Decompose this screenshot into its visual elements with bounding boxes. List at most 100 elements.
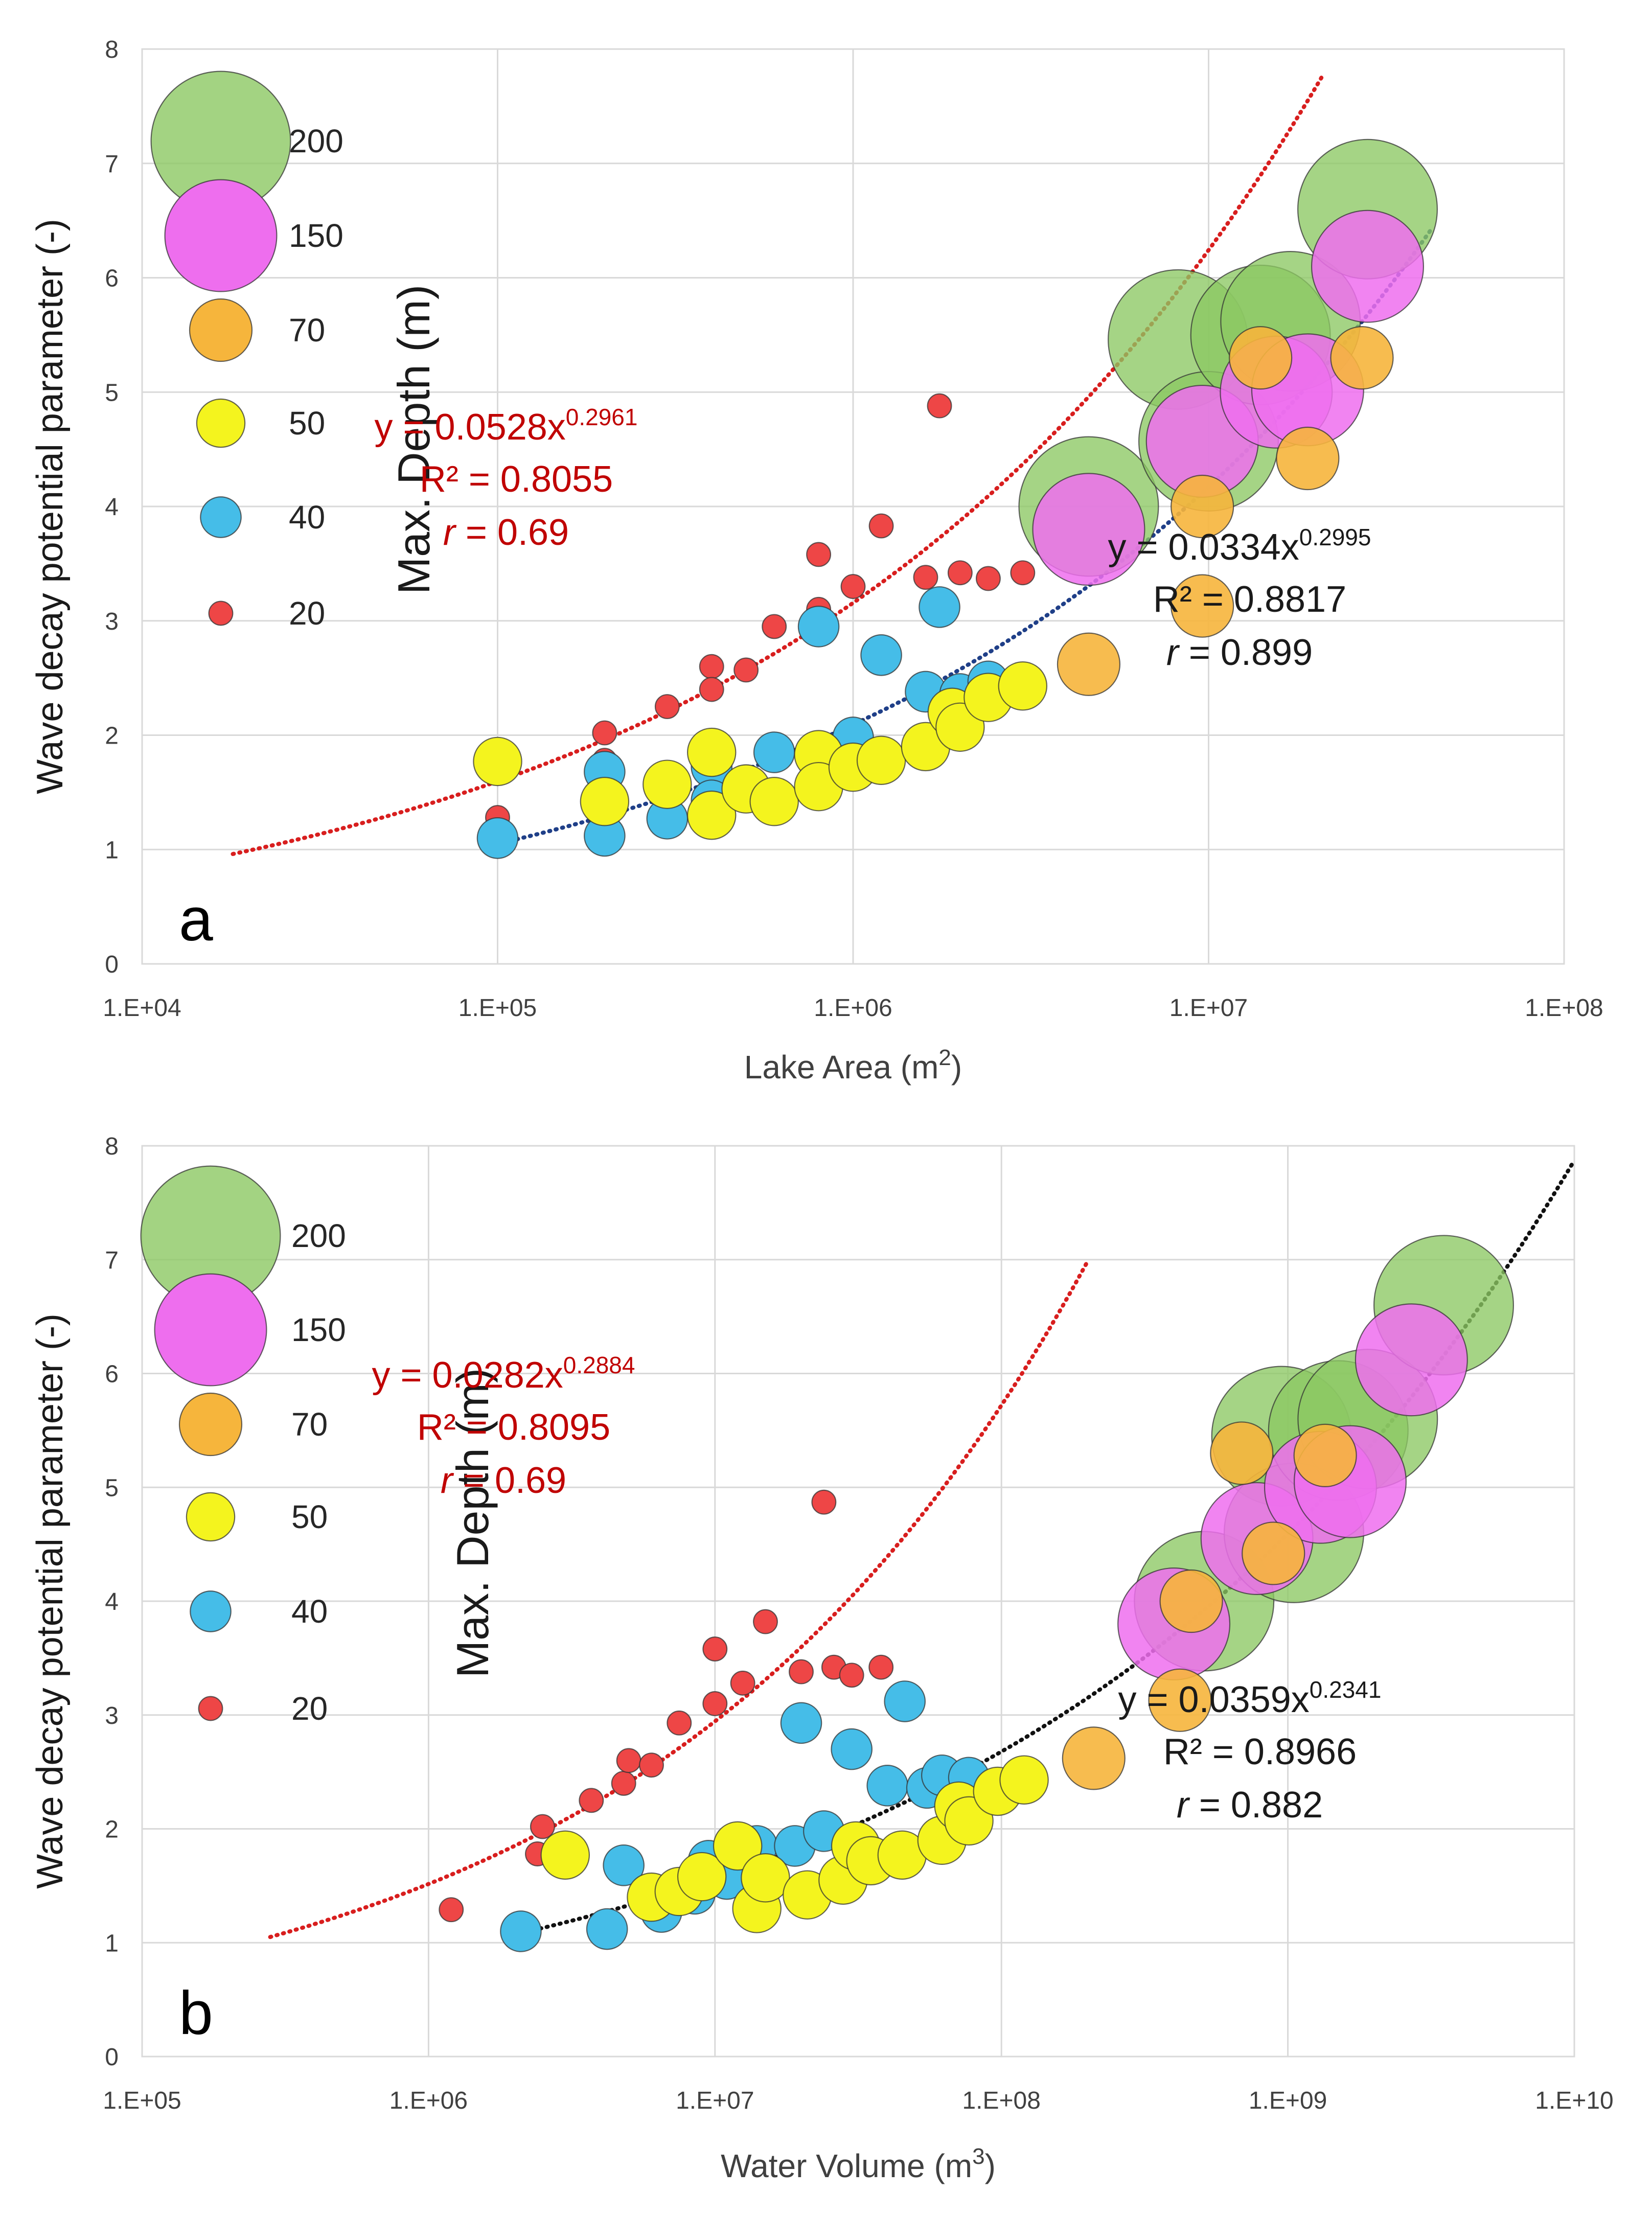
y-tick-label: 8: [105, 1133, 119, 1160]
equation: y = 0.0282x0.2884: [372, 1352, 635, 1396]
data-point-yellow-50-2: [643, 759, 692, 809]
data-point-yellow-50-6: [749, 777, 799, 826]
x-axis-label-superscript: 3: [972, 2144, 984, 2169]
x-tick-label: 1.E+06: [389, 2087, 468, 2114]
trendline-max-depth: [231, 73, 1325, 856]
data-point-orange-70-1: [1171, 574, 1234, 638]
legend-label-70: 70: [289, 312, 325, 349]
data-point-orange-70-3: [1210, 1421, 1274, 1485]
legend-label-40: 40: [289, 499, 325, 536]
max-depth-label: Max. Depth (m): [447, 1368, 498, 1678]
equation-exponent: 0.2341: [1310, 1676, 1382, 1703]
data-point-yellow-50-6: [741, 1853, 790, 1903]
data-point-yellow-50-3: [677, 1852, 727, 1902]
x-tick-label: 1.E+06: [814, 995, 892, 1022]
legend-label-200: 200: [291, 1217, 346, 1254]
data-point-orange-70-2: [1171, 474, 1234, 539]
legend-label-50: 50: [291, 1498, 328, 1535]
data-point-yellow-50-3: [686, 727, 737, 777]
data-point-red-20-9: [806, 542, 832, 567]
equation: y = 0.0334x0.2995: [1108, 524, 1371, 568]
y-tick-label: 6: [105, 265, 119, 292]
legend-label-40: 40: [291, 1593, 328, 1630]
data-point-red-20-16: [868, 1654, 894, 1680]
y-tick-label: 0: [105, 951, 119, 978]
equation-base: y = 0.0528x: [375, 407, 566, 448]
x-tick-label: 1.E+05: [103, 2087, 181, 2114]
data-point-red-20-10: [730, 1670, 755, 1696]
data-point-red-20-8: [702, 1691, 728, 1716]
data-point-blue-40-11: [860, 634, 902, 676]
data-point-red-20-13: [811, 1489, 837, 1515]
data-point-blue-40-0: [500, 1910, 542, 1952]
data-point-red-20-7: [667, 1710, 692, 1736]
panel-label: a: [179, 885, 213, 954]
y-tick-label: 2: [105, 1816, 119, 1843]
x-tick-label: 1.E+08: [1525, 995, 1603, 1022]
correlation: r = 0.882: [1177, 1785, 1323, 1826]
data-point-orange-70-5: [1330, 326, 1394, 390]
equation-exponent: 0.2884: [563, 1352, 635, 1378]
correlation-symbol: r: [441, 1460, 454, 1501]
legend-label-200: 200: [289, 123, 343, 159]
data-point-red-20-4: [611, 1770, 636, 1796]
trendline-equation-wave-decay: y = 0.0334x0.2995 R² = 0.8817 r = 0.899: [1108, 524, 1371, 673]
data-point-red-20-12: [789, 1659, 814, 1684]
legend-label-150: 150: [289, 217, 343, 254]
correlation-symbol: r: [1166, 632, 1180, 673]
data-point-blue-40-13: [884, 1680, 926, 1722]
data-point-red-20-11: [753, 1609, 778, 1634]
x-tick-label: 1.E+07: [676, 2087, 754, 2114]
data-point-red-20-13: [927, 393, 952, 419]
legend-label-50: 50: [289, 405, 325, 442]
equation-exponent: 0.2961: [566, 404, 638, 430]
equation-exponent: 0.2995: [1299, 524, 1371, 550]
legend-label-20: 20: [289, 595, 325, 632]
data-point-orange-70-2: [1159, 1569, 1223, 1633]
data-point-orange-70-1: [1148, 1668, 1212, 1732]
legend-marker-150: [164, 179, 278, 292]
data-point-yellow-50-16: [999, 1755, 1049, 1805]
data-point-red-20-9: [702, 1636, 728, 1662]
correlation-value: = 0.899: [1179, 632, 1313, 673]
equation-base: y = 0.0359x: [1118, 1679, 1310, 1720]
data-point-red-20-6: [733, 657, 759, 683]
x-axis-label-text: Lake Area (m: [744, 1049, 939, 1086]
legend-marker-20: [208, 601, 234, 626]
data-point-orange-70-4: [1242, 1521, 1305, 1585]
data-point-yellow-50-15: [998, 661, 1048, 711]
x-tick-label: 1.E+04: [103, 995, 181, 1022]
equation: y = 0.0528x0.2961: [375, 404, 638, 448]
legend-marker-70: [178, 1392, 243, 1457]
x-axis-label: Lake Area (m2): [744, 1045, 962, 1086]
correlation-value: = 0.69: [453, 1460, 566, 1501]
data-point-magenta-150-4: [1355, 1303, 1468, 1417]
y-tick-label: 2: [105, 723, 119, 750]
data-point-red-20-1: [592, 720, 617, 746]
y-tick-label: 5: [105, 379, 119, 406]
data-point-red-20-3: [654, 694, 680, 720]
y-tick-label: 7: [105, 1247, 119, 1274]
legend-marker-20: [198, 1696, 223, 1721]
x-tick-label: 1.E+09: [1249, 2087, 1327, 2114]
x-axis-label: Water Volume (m3): [721, 2144, 996, 2184]
data-point-blue-40-11: [831, 1728, 873, 1770]
data-point-orange-70-0: [1062, 1726, 1126, 1790]
y-tick-label: 7: [105, 151, 119, 178]
data-point-blue-40-12: [866, 1765, 909, 1807]
legend-marker-150: [154, 1273, 267, 1387]
data-point-red-20-15: [839, 1663, 864, 1688]
y-tick-label: 4: [105, 494, 119, 521]
x-axis-label-superscript: 2: [938, 1045, 951, 1070]
legend-marker-70: [189, 298, 253, 362]
correlation: r = 0.69: [443, 512, 569, 553]
data-point-red-20-5: [699, 677, 724, 702]
correlation-symbol: r: [1177, 1785, 1190, 1826]
x-tick-label: 1.E+10: [1535, 2087, 1613, 2114]
data-point-red-20-7: [762, 614, 787, 639]
y-tick-label: 1: [105, 1930, 119, 1957]
panel-label: b: [179, 1979, 213, 2047]
data-point-yellow-50-1: [580, 777, 630, 826]
data-point-blue-40-2: [603, 1844, 645, 1886]
data-point-blue-40-1: [586, 1908, 628, 1950]
